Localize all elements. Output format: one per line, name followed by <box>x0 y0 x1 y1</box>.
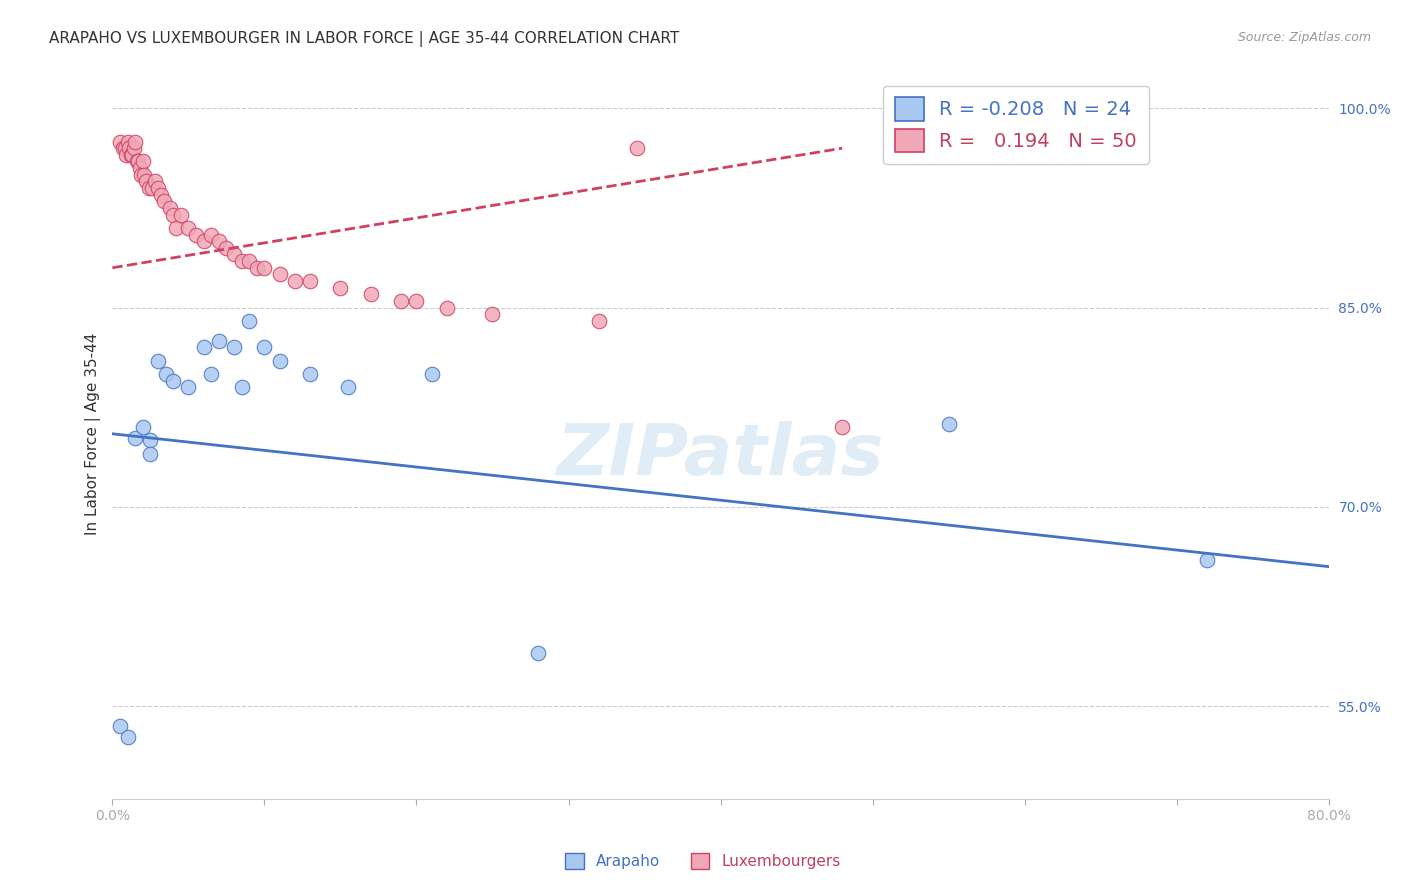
Point <box>299 274 322 288</box>
Point <box>153 194 176 209</box>
Point <box>127 154 149 169</box>
Point <box>246 260 269 275</box>
Point <box>208 334 231 348</box>
Point <box>132 420 155 434</box>
Point <box>938 417 960 432</box>
Point <box>120 148 142 162</box>
Point <box>125 154 148 169</box>
Point <box>155 367 177 381</box>
Point <box>269 353 291 368</box>
Point <box>162 374 184 388</box>
Point <box>299 367 322 381</box>
Point <box>284 274 307 288</box>
Point <box>337 380 360 394</box>
Point <box>208 234 231 248</box>
Point <box>527 646 550 660</box>
Point <box>143 174 166 188</box>
Point <box>588 314 610 328</box>
Point <box>139 447 162 461</box>
Point <box>193 341 215 355</box>
Point <box>231 254 253 268</box>
Point <box>150 187 173 202</box>
Point <box>215 241 238 255</box>
Point <box>405 293 427 308</box>
Point <box>159 201 181 215</box>
Legend: Arapaho, Luxembourgers: Arapaho, Luxembourgers <box>560 847 846 875</box>
Point <box>436 301 458 315</box>
Text: Source: ZipAtlas.com: Source: ZipAtlas.com <box>1237 31 1371 45</box>
Point <box>165 221 187 235</box>
Point <box>135 174 157 188</box>
Point <box>238 314 260 328</box>
Point <box>238 254 260 268</box>
Y-axis label: In Labor Force | Age 35-44: In Labor Force | Age 35-44 <box>86 333 101 535</box>
Point <box>200 367 222 381</box>
Point <box>128 161 150 175</box>
Point <box>193 234 215 248</box>
Point <box>831 420 853 434</box>
Point <box>253 341 276 355</box>
Point <box>222 247 245 261</box>
Point <box>481 307 503 321</box>
Point <box>139 434 162 448</box>
Point <box>117 135 139 149</box>
Text: ZIPatlas: ZIPatlas <box>557 421 884 491</box>
Point <box>184 227 207 242</box>
Point <box>114 141 136 155</box>
Point <box>420 367 443 381</box>
Point <box>162 208 184 222</box>
Point <box>124 135 146 149</box>
Point <box>329 281 352 295</box>
Point <box>108 135 131 149</box>
Point <box>118 141 141 155</box>
Point <box>146 353 169 368</box>
Point <box>138 181 160 195</box>
Point <box>141 181 163 195</box>
Point <box>360 287 382 301</box>
Point <box>129 168 152 182</box>
Point <box>269 268 291 282</box>
Point <box>134 168 156 182</box>
Point <box>132 154 155 169</box>
Point <box>117 730 139 744</box>
Point <box>124 431 146 445</box>
Point <box>108 719 131 733</box>
Point <box>121 148 143 162</box>
Point <box>112 141 135 155</box>
Point <box>231 380 253 394</box>
Point <box>177 380 200 394</box>
Point <box>1195 553 1218 567</box>
Point <box>146 181 169 195</box>
Point <box>253 260 276 275</box>
Point <box>626 141 648 155</box>
Point <box>177 221 200 235</box>
Point <box>222 341 245 355</box>
Point <box>170 208 193 222</box>
Legend: R = -0.208   N = 24, R =   0.194   N = 50: R = -0.208 N = 24, R = 0.194 N = 50 <box>883 86 1149 164</box>
Point <box>389 293 412 308</box>
Point <box>122 141 145 155</box>
Point <box>200 227 222 242</box>
Point <box>115 148 138 162</box>
Text: ARAPAHO VS LUXEMBOURGER IN LABOR FORCE | AGE 35-44 CORRELATION CHART: ARAPAHO VS LUXEMBOURGER IN LABOR FORCE |… <box>49 31 679 47</box>
